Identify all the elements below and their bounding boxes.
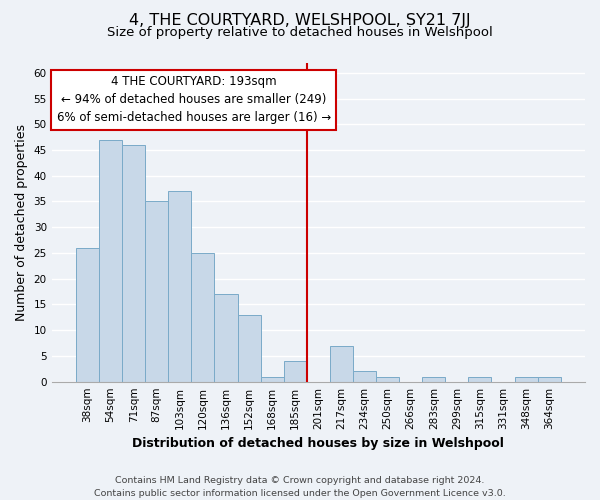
Bar bbox=[538, 376, 561, 382]
Text: Contains HM Land Registry data © Crown copyright and database right 2024.
Contai: Contains HM Land Registry data © Crown c… bbox=[94, 476, 506, 498]
Bar bbox=[145, 202, 168, 382]
Bar bbox=[376, 376, 399, 382]
Bar bbox=[214, 294, 238, 382]
Bar bbox=[76, 248, 99, 382]
Text: 4 THE COURTYARD: 193sqm
← 94% of detached houses are smaller (249)
6% of semi-de: 4 THE COURTYARD: 193sqm ← 94% of detache… bbox=[56, 76, 331, 124]
Text: 4, THE COURTYARD, WELSHPOOL, SY21 7JJ: 4, THE COURTYARD, WELSHPOOL, SY21 7JJ bbox=[129, 12, 471, 28]
Bar bbox=[422, 376, 445, 382]
Bar bbox=[168, 191, 191, 382]
Bar bbox=[330, 346, 353, 382]
Bar bbox=[260, 376, 284, 382]
Y-axis label: Number of detached properties: Number of detached properties bbox=[15, 124, 28, 320]
Text: Size of property relative to detached houses in Welshpool: Size of property relative to detached ho… bbox=[107, 26, 493, 39]
Bar bbox=[191, 253, 214, 382]
Bar bbox=[515, 376, 538, 382]
Bar bbox=[284, 361, 307, 382]
Bar bbox=[122, 145, 145, 382]
Bar bbox=[469, 376, 491, 382]
Bar bbox=[353, 372, 376, 382]
Bar bbox=[99, 140, 122, 382]
X-axis label: Distribution of detached houses by size in Welshpool: Distribution of detached houses by size … bbox=[133, 437, 504, 450]
Bar bbox=[238, 315, 260, 382]
